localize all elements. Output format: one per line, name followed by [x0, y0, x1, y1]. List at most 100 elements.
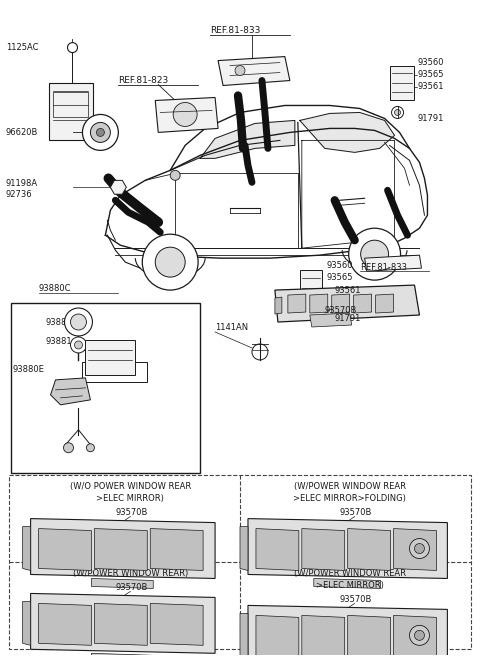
Bar — [52, 92, 88, 117]
Text: 93880E: 93880E — [12, 365, 45, 375]
Text: 93570B: 93570B — [340, 595, 372, 604]
Text: REF.81-823: REF.81-823 — [119, 76, 168, 85]
Text: 93882A: 93882A — [85, 365, 118, 375]
Polygon shape — [348, 529, 391, 571]
Circle shape — [173, 102, 197, 127]
Polygon shape — [95, 529, 147, 571]
Polygon shape — [91, 653, 153, 656]
Polygon shape — [150, 529, 203, 571]
Polygon shape — [300, 112, 395, 152]
Bar — [85, 340, 135, 375]
Text: 93883A: 93883A — [46, 318, 78, 327]
Circle shape — [415, 544, 424, 554]
Text: 93561: 93561 — [418, 82, 444, 91]
Polygon shape — [275, 285, 420, 322]
Circle shape — [415, 630, 424, 640]
Polygon shape — [150, 604, 203, 646]
Polygon shape — [256, 615, 299, 656]
Polygon shape — [314, 579, 381, 588]
Polygon shape — [302, 615, 345, 656]
Circle shape — [348, 228, 400, 280]
Text: 93565: 93565 — [327, 273, 353, 281]
Text: (W/POWER WINDOW REAR): (W/POWER WINDOW REAR) — [72, 569, 188, 578]
Circle shape — [360, 240, 389, 268]
Polygon shape — [23, 527, 31, 571]
Polygon shape — [248, 519, 447, 579]
Polygon shape — [394, 529, 436, 571]
Polygon shape — [240, 613, 248, 656]
Circle shape — [63, 443, 73, 453]
Text: (W/POWER WINDOW REAR: (W/POWER WINDOW REAR — [294, 569, 406, 578]
Bar — [9, 475, 471, 649]
Text: 93880C: 93880C — [38, 283, 71, 293]
Bar — [11, 303, 200, 473]
Text: 1125AC: 1125AC — [6, 43, 38, 52]
Polygon shape — [110, 180, 126, 194]
Circle shape — [90, 123, 110, 142]
Circle shape — [64, 308, 93, 336]
Text: 93570B: 93570B — [115, 583, 148, 592]
Circle shape — [155, 247, 185, 277]
Polygon shape — [256, 529, 299, 571]
Circle shape — [305, 305, 311, 311]
Polygon shape — [38, 529, 91, 571]
Bar — [83, 362, 147, 382]
Text: 93570B: 93570B — [115, 508, 148, 517]
Polygon shape — [376, 294, 394, 313]
Polygon shape — [38, 604, 91, 646]
Polygon shape — [50, 378, 90, 405]
Circle shape — [392, 106, 404, 119]
Bar — [390, 66, 415, 100]
Polygon shape — [354, 294, 372, 313]
Text: 93570B: 93570B — [325, 306, 357, 314]
Polygon shape — [31, 519, 215, 579]
Text: 96620B: 96620B — [6, 128, 38, 137]
Text: >ELEC MIRROR): >ELEC MIRROR) — [316, 581, 384, 590]
Bar — [300, 270, 322, 300]
Polygon shape — [310, 313, 352, 327]
Circle shape — [83, 114, 119, 150]
Text: (W/POWER WINDOW REAR: (W/POWER WINDOW REAR — [294, 482, 406, 491]
Polygon shape — [23, 602, 31, 646]
Polygon shape — [394, 615, 436, 656]
Polygon shape — [91, 579, 153, 588]
Text: REF.81-833: REF.81-833 — [210, 26, 261, 35]
Circle shape — [235, 66, 245, 75]
Text: 91198A: 91198A — [6, 179, 38, 188]
Text: 93560: 93560 — [327, 260, 353, 270]
Polygon shape — [31, 594, 215, 653]
Circle shape — [86, 443, 95, 452]
Text: 93560: 93560 — [418, 58, 444, 67]
Polygon shape — [310, 294, 328, 313]
Text: 91791: 91791 — [335, 314, 361, 323]
Polygon shape — [288, 294, 306, 313]
Circle shape — [252, 344, 268, 360]
Circle shape — [409, 625, 430, 646]
Circle shape — [68, 43, 77, 52]
Text: REF.81-833: REF.81-833 — [360, 262, 407, 272]
Polygon shape — [200, 121, 295, 158]
Text: 93565: 93565 — [418, 70, 444, 79]
Text: 93570B: 93570B — [340, 508, 372, 517]
Circle shape — [395, 110, 400, 115]
Polygon shape — [365, 255, 421, 271]
Polygon shape — [155, 98, 218, 133]
Bar — [48, 83, 94, 140]
Polygon shape — [332, 294, 350, 313]
Polygon shape — [218, 56, 290, 85]
Text: 92736: 92736 — [6, 190, 32, 199]
Polygon shape — [95, 604, 147, 646]
Circle shape — [74, 341, 83, 349]
Text: >ELEC MIRROR>FOLDING): >ELEC MIRROR>FOLDING) — [293, 494, 406, 503]
Circle shape — [142, 234, 198, 290]
Polygon shape — [240, 527, 248, 571]
Polygon shape — [275, 297, 282, 314]
Text: 93561: 93561 — [335, 285, 361, 295]
Circle shape — [302, 302, 314, 314]
Circle shape — [96, 129, 104, 136]
Polygon shape — [348, 615, 391, 656]
Text: >ELEC MIRROR): >ELEC MIRROR) — [96, 494, 164, 503]
Circle shape — [71, 314, 86, 330]
Text: 93881: 93881 — [46, 337, 72, 346]
Polygon shape — [302, 529, 345, 571]
